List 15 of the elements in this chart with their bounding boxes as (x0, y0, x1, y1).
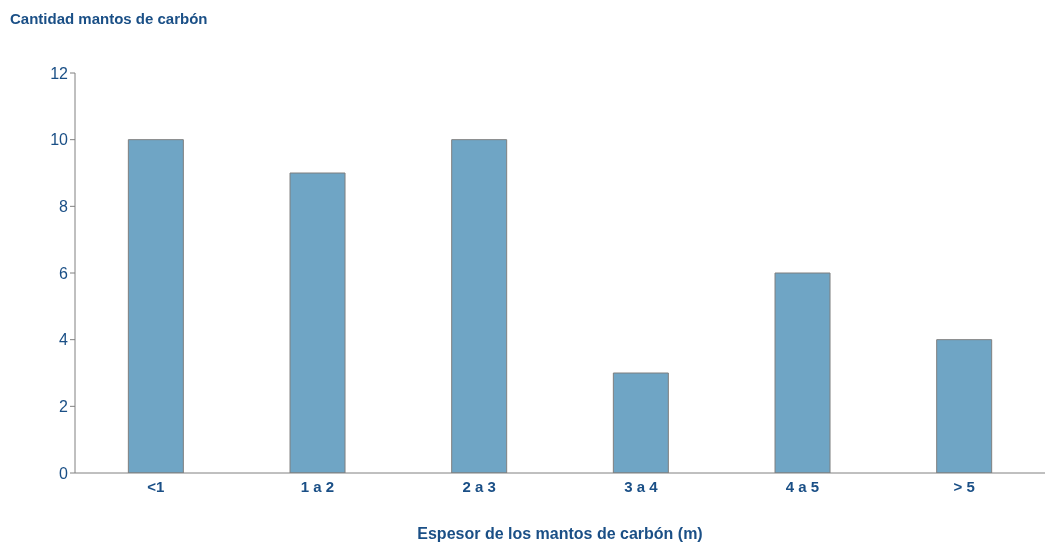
y-tick-label: 0 (59, 464, 69, 482)
x-tick-label: 3 a 4 (624, 477, 659, 495)
x-axis-title: Espesor de los mantos de carbón (m) (416, 525, 704, 543)
chart-title: Cantidad mantos de carbón (10, 10, 208, 27)
y-tick-label: 12 (50, 64, 69, 82)
x-tick-label: 2 a 3 (462, 477, 496, 495)
y-tick-label: 10 (50, 131, 69, 149)
x-tick-label: 4 a 5 (785, 477, 820, 495)
y-tick-label: 6 (59, 264, 69, 282)
y-tick-label: 4 (59, 331, 69, 349)
x-tick-label: 1 a 2 (300, 477, 335, 495)
x-tick-label: > 5 (953, 477, 975, 495)
y-tick-label: 8 (59, 198, 69, 216)
x-tick-label: <1 (147, 477, 165, 495)
y-tick-label: 2 (59, 398, 69, 416)
